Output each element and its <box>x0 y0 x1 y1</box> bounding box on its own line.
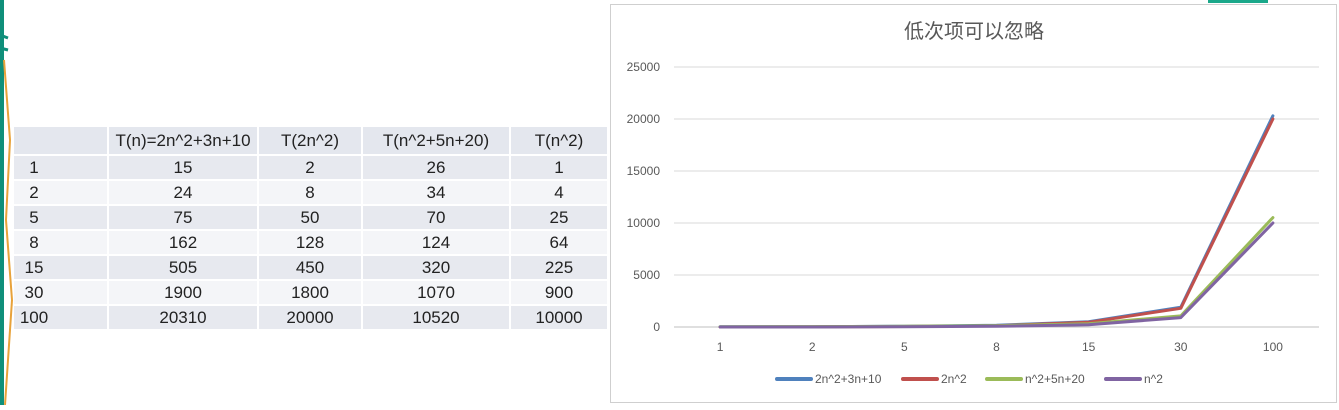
table-cell: 30 <box>14 281 107 304</box>
top-accent-bar <box>1208 0 1268 3</box>
table-header-row: T(n)=2n^2+3n+10 T(2n^2) T(n^2+5n+20) T(n^2) <box>14 127 607 154</box>
x-tick-label: 30 <box>1174 340 1188 354</box>
table-cell: 64 <box>511 231 607 254</box>
table-cell: 50 <box>259 206 361 229</box>
table-row: 30 1900 1800 1070 900 <box>14 281 607 304</box>
table-cell: 2 <box>14 181 107 204</box>
legend-label: 2n^2 <box>941 372 967 386</box>
y-tick-label: 5000 <box>633 268 660 282</box>
table-cell: 505 <box>109 256 257 279</box>
table-cell: 225 <box>511 256 607 279</box>
table-cell: 8 <box>14 231 107 254</box>
y-tick-label: 20000 <box>627 112 661 126</box>
row-label: 100 <box>19 307 49 327</box>
table-cell: 1070 <box>363 281 509 304</box>
legend-label: n^2 <box>1144 372 1163 386</box>
table-cell: 1 <box>14 156 107 179</box>
chart-panel[interactable]: 低次项可以忽略 0 5000 10000 15000 20000 25000 1 2 5 8 15 30… <box>610 4 1337 403</box>
y-tick-label: 15000 <box>627 164 661 178</box>
table-cell: 15 <box>14 256 107 279</box>
table-cell: 26 <box>363 156 509 179</box>
x-tick-label: 100 <box>1263 340 1283 354</box>
series-line <box>718 114 1275 329</box>
line-chart: 低次项可以忽略 0 5000 10000 15000 20000 25000 1 2 5 8 15 30… <box>627 19 1319 386</box>
table-cell: 24 <box>109 181 257 204</box>
table-header-cell: T(n^2) <box>511 127 607 154</box>
table-header-cell: T(n)=2n^2+3n+10 <box>109 127 257 154</box>
table-cell: 1800 <box>259 281 361 304</box>
table-row: 8 162 128 124 64 <box>14 231 607 254</box>
table-row: 100 20310 20000 10520 10000 <box>14 306 607 329</box>
table-cell: 8 <box>259 181 361 204</box>
data-table: T(n)=2n^2+3n+10 T(2n^2) T(n^2+5n+20) T(n^2)… <box>12 125 609 331</box>
table-header-cell <box>14 127 107 154</box>
table-header-cell: T(n^2+5n+20) <box>363 127 509 154</box>
row-label: 1 <box>29 157 39 177</box>
table-cell: 34 <box>363 181 509 204</box>
table-cell: 15 <box>109 156 257 179</box>
legend-label: n^2+5n+20 <box>1025 372 1085 386</box>
table-cell: 1 <box>511 156 607 179</box>
table-cell: 20310 <box>109 306 257 329</box>
x-tick-label: 15 <box>1082 340 1096 354</box>
series-line <box>718 216 1275 329</box>
table-row: 15 505 450 320 225 <box>14 256 607 279</box>
table-cell: 70 <box>363 206 509 229</box>
table-cell: 20000 <box>259 306 361 329</box>
decorative-left-strip <box>0 0 14 406</box>
table-cell: 1900 <box>109 281 257 304</box>
y-tick-label: 25000 <box>627 60 661 74</box>
x-tick-label: 8 <box>993 340 1000 354</box>
table-cell: 75 <box>109 206 257 229</box>
row-label: 8 <box>29 232 39 252</box>
y-tick-label: 0 <box>653 320 660 334</box>
table-cell: 2 <box>259 156 361 179</box>
table-cell: 320 <box>363 256 509 279</box>
table-cell: 10520 <box>363 306 509 329</box>
row-label: 30 <box>24 282 44 302</box>
chart-title: 低次项可以忽略 <box>904 19 1044 43</box>
table-cell: 128 <box>259 231 361 254</box>
table-cell: 25 <box>511 206 607 229</box>
row-label: 2 <box>29 182 39 202</box>
legend-label: 2n^2+3n+10 <box>815 372 882 386</box>
table-row: 5 75 50 70 25 <box>14 206 607 229</box>
x-tick-label: 5 <box>901 340 908 354</box>
table-cell: 100 <box>14 306 107 329</box>
table-row: 2 24 8 34 4 <box>14 181 607 204</box>
table-cell: 4 <box>511 181 607 204</box>
row-label: 5 <box>29 207 39 227</box>
x-tick-label: 1 <box>717 340 724 354</box>
x-tick-label: 2 <box>809 340 816 354</box>
y-tick-label: 10000 <box>627 216 661 230</box>
table-cell: 5 <box>14 206 107 229</box>
table-cell: 10000 <box>511 306 607 329</box>
table-cell: 450 <box>259 256 361 279</box>
decorative-strip-graphic <box>0 0 14 406</box>
row-label: 15 <box>24 257 44 277</box>
table-row: 1 15 2 26 1 <box>14 156 607 179</box>
table-cell: 900 <box>511 281 607 304</box>
series-line <box>718 221 1275 329</box>
table-header-cell: T(2n^2) <box>259 127 361 154</box>
table-cell: 124 <box>363 231 509 254</box>
table-cell: 162 <box>109 231 257 254</box>
